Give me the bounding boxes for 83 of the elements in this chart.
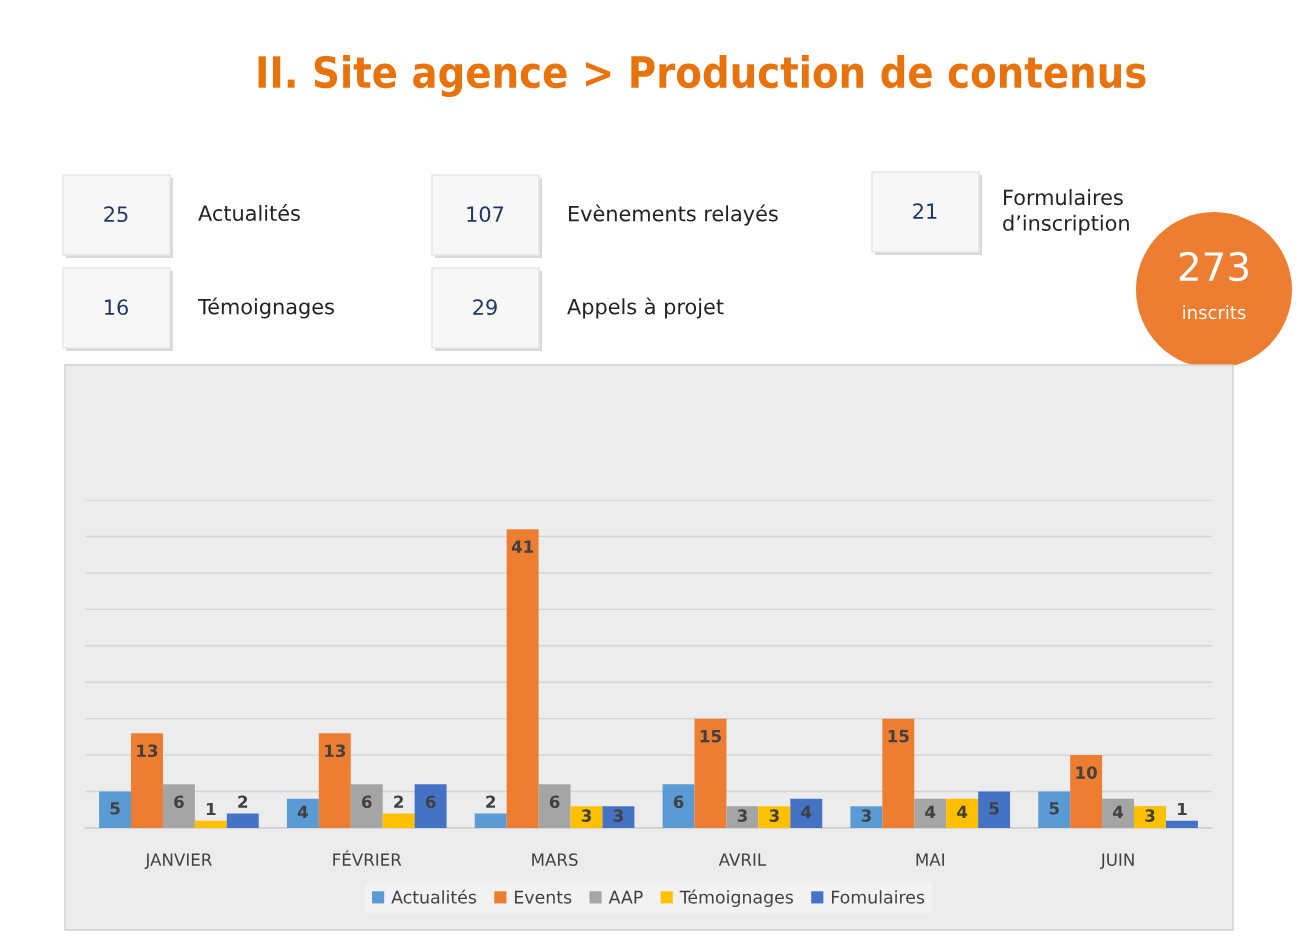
bar (506, 529, 539, 828)
bar (1070, 755, 1103, 828)
bar (662, 784, 695, 828)
bar (350, 784, 383, 828)
bar (602, 806, 635, 828)
data-label: 16 (105, 299, 128, 316)
data-label: 3 (581, 809, 591, 822)
bar (1102, 798, 1135, 828)
data-label: 6 (174, 795, 184, 809)
bar (946, 798, 979, 828)
bar (850, 806, 883, 828)
category-label: inscrits (1183, 305, 1246, 320)
data-label: 4 (957, 805, 968, 819)
x-tick-label: JANVIER (144, 853, 212, 869)
x-tick-label: AVRIL (718, 853, 767, 866)
category-label: Témoignages (197, 297, 334, 319)
category-label: Formulaires d’inscription (1003, 189, 1129, 235)
bar (538, 784, 571, 828)
bar (790, 798, 823, 828)
bar (1165, 820, 1198, 828)
data-label: 5 (989, 802, 999, 815)
x-tick-label: FÉVRIER (333, 850, 402, 866)
bar (726, 806, 759, 828)
legend-label: Témoignages (679, 889, 793, 908)
data-label: 107 (467, 206, 504, 223)
category-label: Evènements relayés (569, 204, 778, 226)
data-label: 4 (925, 805, 936, 819)
legend-label: Fomulaires (832, 890, 925, 904)
data-label: 6 (425, 795, 436, 809)
bar (758, 806, 791, 828)
bar (882, 718, 915, 828)
bar (382, 813, 415, 828)
data-label: 4 (801, 805, 812, 819)
data-label: 3 (737, 809, 747, 822)
data-label: 3 (769, 809, 779, 822)
data-label: 2 (394, 795, 404, 808)
bar (978, 791, 1011, 828)
bar (131, 733, 163, 828)
data-label: 10 (1076, 766, 1097, 779)
legend-label: Actualités (391, 889, 477, 904)
x-tick-label: JUIN (1099, 853, 1134, 869)
bar (194, 820, 227, 828)
bar (1134, 806, 1166, 828)
data-label: 13 (137, 744, 158, 758)
data-label: 5 (110, 802, 120, 815)
data-label: 2 (486, 795, 496, 808)
data-label: 1 (206, 802, 216, 816)
data-label: 273 (1179, 251, 1248, 282)
bar (474, 813, 507, 828)
bar (226, 813, 259, 828)
bar (414, 784, 447, 828)
legend-label: AAP (608, 890, 643, 904)
data-label: 6 (673, 795, 684, 809)
x-tick-label: MAI (916, 853, 944, 866)
data-label: 4 (297, 805, 308, 819)
bar (914, 798, 947, 828)
text: II. Site agence > Production de contenus (258, 55, 1146, 97)
data-label: 15 (700, 730, 721, 743)
category-label: Appels à projet (567, 297, 724, 319)
data-label: 6 (549, 795, 560, 809)
data-label: 4 (1113, 805, 1124, 819)
data-label: 6 (361, 795, 372, 809)
bar (99, 791, 132, 828)
bar (286, 798, 319, 828)
data-label: 1 (1178, 802, 1187, 816)
bar (1038, 791, 1071, 828)
category-label: Actualités (198, 204, 300, 222)
data-label: 3 (613, 809, 623, 822)
data-label: 2 (238, 795, 248, 808)
bar (318, 733, 351, 828)
legend-label: Events (515, 890, 572, 904)
data-label: 15 (888, 730, 909, 743)
bar (694, 718, 727, 828)
data-label: 5 (1049, 802, 1059, 815)
data-label: 41 (511, 540, 534, 553)
data-label: 25 (104, 206, 128, 223)
data-label: 3 (1145, 809, 1155, 822)
bar (162, 784, 195, 828)
data-label: 29 (473, 299, 497, 316)
data-label: 21 (913, 203, 937, 219)
data-label: 13 (325, 744, 346, 758)
data-label: 3 (861, 809, 871, 822)
x-tick-label: MARS (532, 853, 578, 866)
